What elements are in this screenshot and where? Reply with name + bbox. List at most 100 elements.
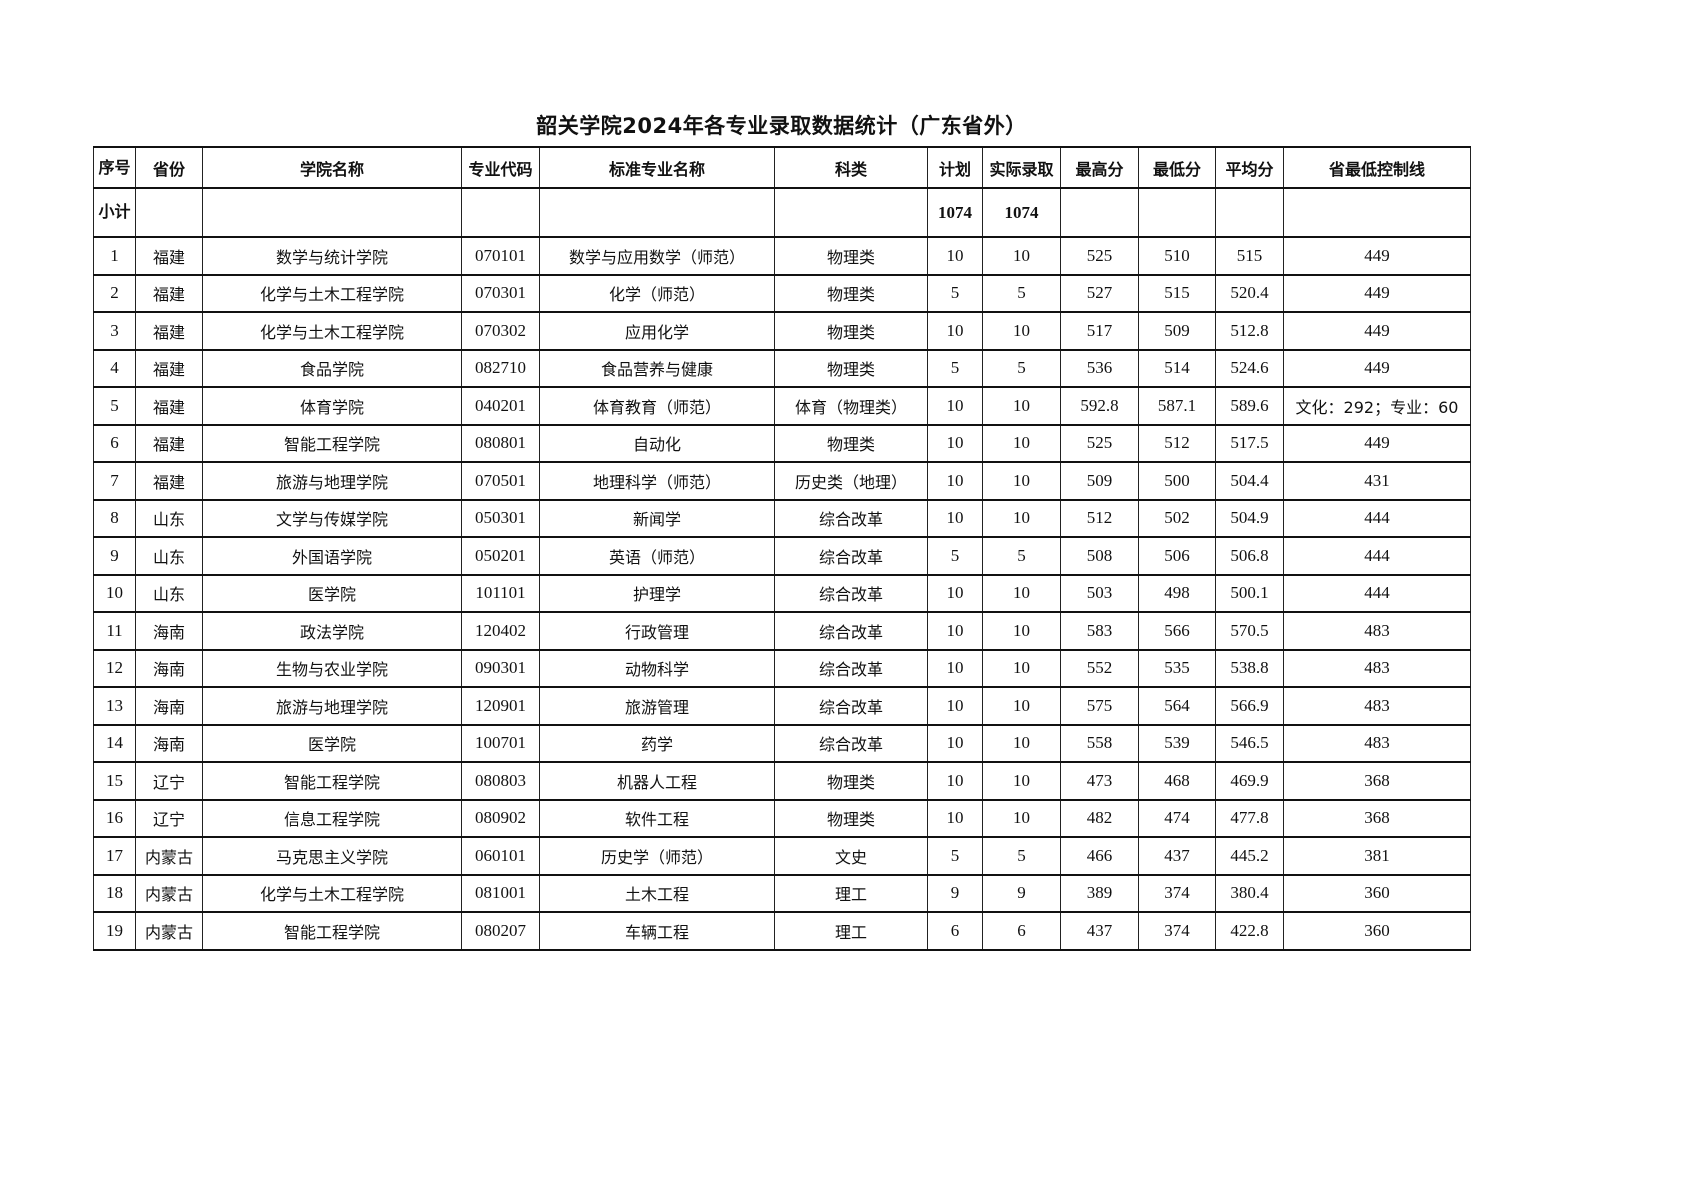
table-cell: 4 [93, 348, 136, 388]
table-cell: 080803 [461, 761, 540, 801]
table-cell: 6 [927, 911, 983, 951]
table-cell: 10 [982, 798, 1061, 838]
table-row: 4 福建 食品学院 082710 食品营养与健康 物理类 5 5 536 514 524.6 449 [93, 348, 1471, 388]
table-cell: 525 [1060, 236, 1139, 276]
table-cell: 理工 [774, 911, 928, 951]
table-cell: 软件工程 [539, 798, 775, 838]
table-cell: 10 [982, 573, 1061, 613]
table-cell: 历史类（地理） [774, 461, 928, 501]
table-cell: 552 [1060, 648, 1139, 688]
table-cell: 9 [927, 873, 983, 913]
table-cell: 10 [927, 386, 983, 426]
column-header: 最高分 [1060, 146, 1139, 189]
table-cell: 旅游与地理学院 [202, 461, 462, 501]
table-cell: 389 [1060, 873, 1139, 913]
table-cell: 9 [982, 873, 1061, 913]
column-header: 最低分 [1138, 146, 1216, 189]
table-cell: 564 [1138, 686, 1216, 726]
table-cell: 福建 [135, 311, 203, 351]
table-cell: 文史 [774, 836, 928, 876]
table-cell: 福建 [135, 461, 203, 501]
table-cell: 物理类 [774, 798, 928, 838]
table-cell: 10 [927, 761, 983, 801]
table-cell: 374 [1138, 911, 1216, 951]
table-cell: 体育（物理类） [774, 386, 928, 426]
table-cell: 5 [982, 836, 1061, 876]
table-cell: 10 [927, 461, 983, 501]
table-cell: 515 [1138, 273, 1216, 313]
table-cell: 7 [93, 461, 136, 501]
table-cell: 473 [1060, 761, 1139, 801]
table-cell: 10 [927, 686, 983, 726]
table-cell: 数学与统计学院 [202, 236, 462, 276]
table-cell: 504.4 [1215, 461, 1284, 501]
table-cell: 512.8 [1215, 311, 1284, 351]
table-cell: 综合改革 [774, 723, 928, 763]
table-cell: 437 [1138, 836, 1216, 876]
table-cell: 新闻学 [539, 498, 775, 538]
column-header: 专业代码 [461, 146, 540, 189]
table-cell: 智能工程学院 [202, 423, 462, 463]
table-cell: 525 [1060, 423, 1139, 463]
table-cell: 524.6 [1215, 348, 1284, 388]
table-cell: 10 [982, 386, 1061, 426]
table-cell: 信息工程学院 [202, 798, 462, 838]
table-cell: 060101 [461, 836, 540, 876]
table-cell: 539 [1138, 723, 1216, 763]
table-cell: 数学与应用数学（师范） [539, 236, 775, 276]
table-row: 10 山东 医学院 101101 护理学 综合改革 10 10 503 498 500.1 444 [93, 573, 1471, 613]
table-cell: 081001 [461, 873, 540, 913]
table-cell: 13 [93, 686, 136, 726]
table-cell: 368 [1283, 761, 1471, 801]
table-cell: 509 [1138, 311, 1216, 351]
table-cell: 517 [1060, 311, 1139, 351]
table-cell: 469.9 [1215, 761, 1284, 801]
table-cell: 化学（师范） [539, 273, 775, 313]
table-cell: 理工 [774, 873, 928, 913]
table-row: 18 内蒙古 化学与土木工程学院 081001 土木工程 理工 9 9 389 374 380.4 3… [93, 873, 1471, 913]
table-cell: 应用化学 [539, 311, 775, 351]
table-cell: 10 [927, 311, 983, 351]
table-cell: 文学与传媒学院 [202, 498, 462, 538]
table-cell: 10 [982, 723, 1061, 763]
table-cell: 444 [1283, 573, 1471, 613]
subtotal-row: 小计 1074 1074 [93, 187, 1471, 238]
table-cell: 050201 [461, 536, 540, 576]
table-cell: 592.8 [1060, 386, 1139, 426]
table-cell: 政法学院 [202, 611, 462, 651]
table-cell: 5 [982, 273, 1061, 313]
table-cell: 土木工程 [539, 873, 775, 913]
table-cell: 082710 [461, 348, 540, 388]
table-cell: 5 [927, 348, 983, 388]
column-header: 实际录取 [982, 146, 1061, 189]
table-cell: 10 [982, 236, 1061, 276]
table-cell: 英语（师范） [539, 536, 775, 576]
table-cell: 体育教育（师范） [539, 386, 775, 426]
table-row: 8 山东 文学与传媒学院 050301 新闻学 综合改革 10 10 512 502 504.9 44… [93, 498, 1471, 538]
subtotal-plan: 1074 [927, 187, 983, 238]
column-header: 计划 [927, 146, 983, 189]
table-cell: 海南 [135, 648, 203, 688]
table-cell: 368 [1283, 798, 1471, 838]
table-cell: 5 [927, 836, 983, 876]
table-cell: 437 [1060, 911, 1139, 951]
table-cell: 海南 [135, 723, 203, 763]
table-cell: 内蒙古 [135, 836, 203, 876]
table-cell: 外国语学院 [202, 536, 462, 576]
table-cell: 10 [927, 723, 983, 763]
table-cell: 3 [93, 311, 136, 351]
table-cell: 589.6 [1215, 386, 1284, 426]
table-cell: 智能工程学院 [202, 911, 462, 951]
table-cell: 483 [1283, 723, 1471, 763]
table-cell: 502 [1138, 498, 1216, 538]
table-cell: 行政管理 [539, 611, 775, 651]
table-cell: 旅游与地理学院 [202, 686, 462, 726]
table-cell: 510 [1138, 236, 1216, 276]
table-row: 19 内蒙古 智能工程学院 080207 车辆工程 理工 6 6 437 374 422.8 360 [93, 911, 1471, 951]
table-cell: 449 [1283, 311, 1471, 351]
table-cell: 文化：292；专业：60 [1283, 386, 1471, 426]
table-cell: 120402 [461, 611, 540, 651]
table-cell: 527 [1060, 273, 1139, 313]
table-cell: 449 [1283, 348, 1471, 388]
table-cell: 综合改革 [774, 573, 928, 613]
